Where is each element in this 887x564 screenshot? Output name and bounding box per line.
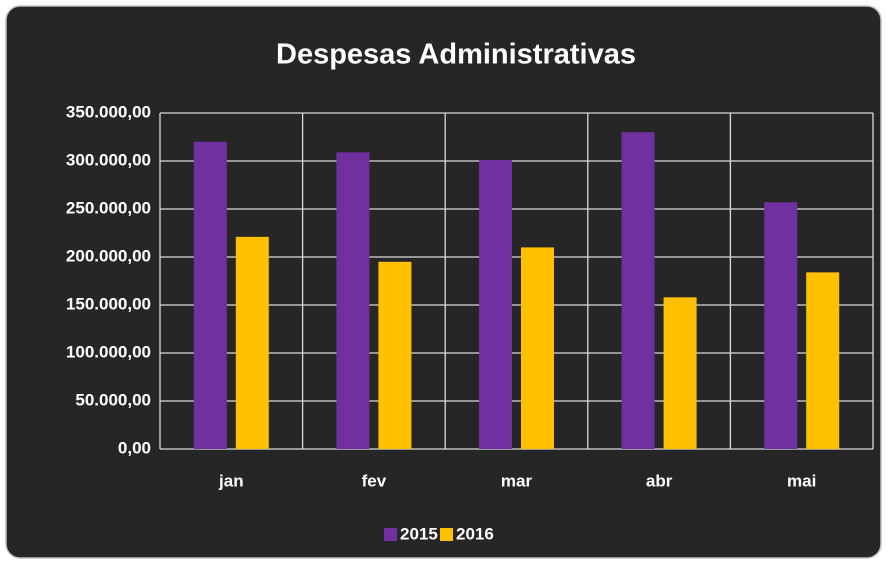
y-tick-label: 100.000,00	[66, 342, 151, 361]
bar	[663, 297, 697, 449]
y-tick-label: 200.000,00	[66, 246, 151, 265]
bar	[806, 272, 840, 449]
legend-swatch	[384, 528, 397, 541]
chart-title: Despesas Administrativas	[276, 39, 636, 71]
bar	[479, 160, 512, 450]
bar	[378, 261, 412, 449]
x-tick-label: abr	[646, 471, 673, 490]
y-tick-label: 300.000,00	[66, 150, 151, 169]
x-tick-label: mar	[501, 471, 533, 490]
x-tick-label: jan	[218, 471, 244, 490]
legend-label: 2016	[456, 524, 494, 543]
y-tick-label: 0,00	[118, 438, 151, 457]
legend-label: 2015	[400, 524, 438, 543]
y-tick-label: 50.000,00	[75, 390, 151, 409]
bar	[336, 152, 370, 450]
bar	[235, 236, 269, 449]
bar	[193, 141, 227, 450]
y-tick-label: 150.000,00	[66, 294, 151, 313]
bar	[764, 202, 798, 449]
legend-swatch	[440, 528, 453, 541]
chart-background	[5, 5, 882, 559]
x-tick-label: mai	[787, 471, 816, 490]
y-tick-label: 350.000,00	[66, 102, 151, 121]
bar	[521, 247, 554, 449]
y-tick-label: 250.000,00	[66, 198, 151, 217]
bar	[621, 132, 655, 449]
x-tick-label: fev	[362, 471, 387, 490]
